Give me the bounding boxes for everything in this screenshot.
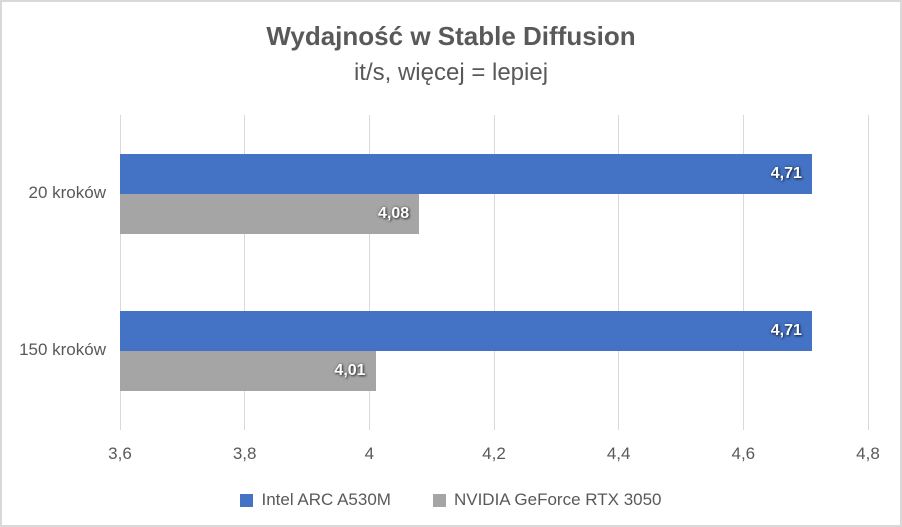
- legend-swatch-icon: [432, 493, 446, 507]
- bar-value-label: 4,71: [770, 164, 802, 182]
- chart-title: Wydajność w Stable Diffusion: [266, 21, 636, 51]
- x-axis-tick-label: 4,4: [606, 444, 631, 463]
- legend-item: NVIDIA GeForce RTX 3050: [432, 490, 662, 510]
- legend-item: Intel ARC A530M: [240, 490, 391, 510]
- bar-intel-arc-a530m: 4,71: [120, 153, 812, 194]
- gridline: [119, 115, 121, 430]
- gridline: [867, 115, 869, 430]
- bar-value-label: 4,01: [334, 362, 366, 380]
- category-label: 20 kroków: [28, 182, 106, 202]
- gridline: [618, 115, 620, 430]
- gridline: [244, 115, 246, 430]
- bar-value-label: 4,08: [378, 204, 410, 222]
- bar-nvidia-geforce-rtx-3050: 4,01: [120, 351, 376, 392]
- x-axis-tick-label: 4,8: [856, 444, 880, 463]
- chart-subtitle: it/s, więcej = lepiej: [353, 59, 549, 86]
- bar-intel-arc-a530m: 4,71: [120, 311, 812, 352]
- plot-area: 4,71 4,08 4,71 4,01: [119, 115, 869, 430]
- x-axis-tick-label: 4,6: [731, 444, 756, 463]
- gridline: [368, 115, 370, 430]
- x-axis-tick-label: 3,8: [232, 444, 257, 463]
- category-label: 150 kroków: [19, 340, 106, 360]
- gridline: [742, 115, 744, 430]
- legend: Intel ARC A530M NVIDIA GeForce RTX 3050: [2, 490, 900, 510]
- legend-label: NVIDIA GeForce RTX 3050: [453, 490, 662, 509]
- bar-value-label: 4,71: [770, 322, 802, 340]
- bar-nvidia-geforce-rtx-3050: 4,08: [120, 193, 420, 234]
- gridline: [493, 115, 495, 430]
- x-axis-tick-label: 4: [364, 444, 375, 463]
- x-axis-tick-label: 3,6: [108, 444, 132, 463]
- legend-swatch-icon: [240, 493, 254, 507]
- legend-label: Intel ARC A530M: [261, 490, 391, 509]
- x-axis-tick-label: 4,2: [482, 444, 506, 463]
